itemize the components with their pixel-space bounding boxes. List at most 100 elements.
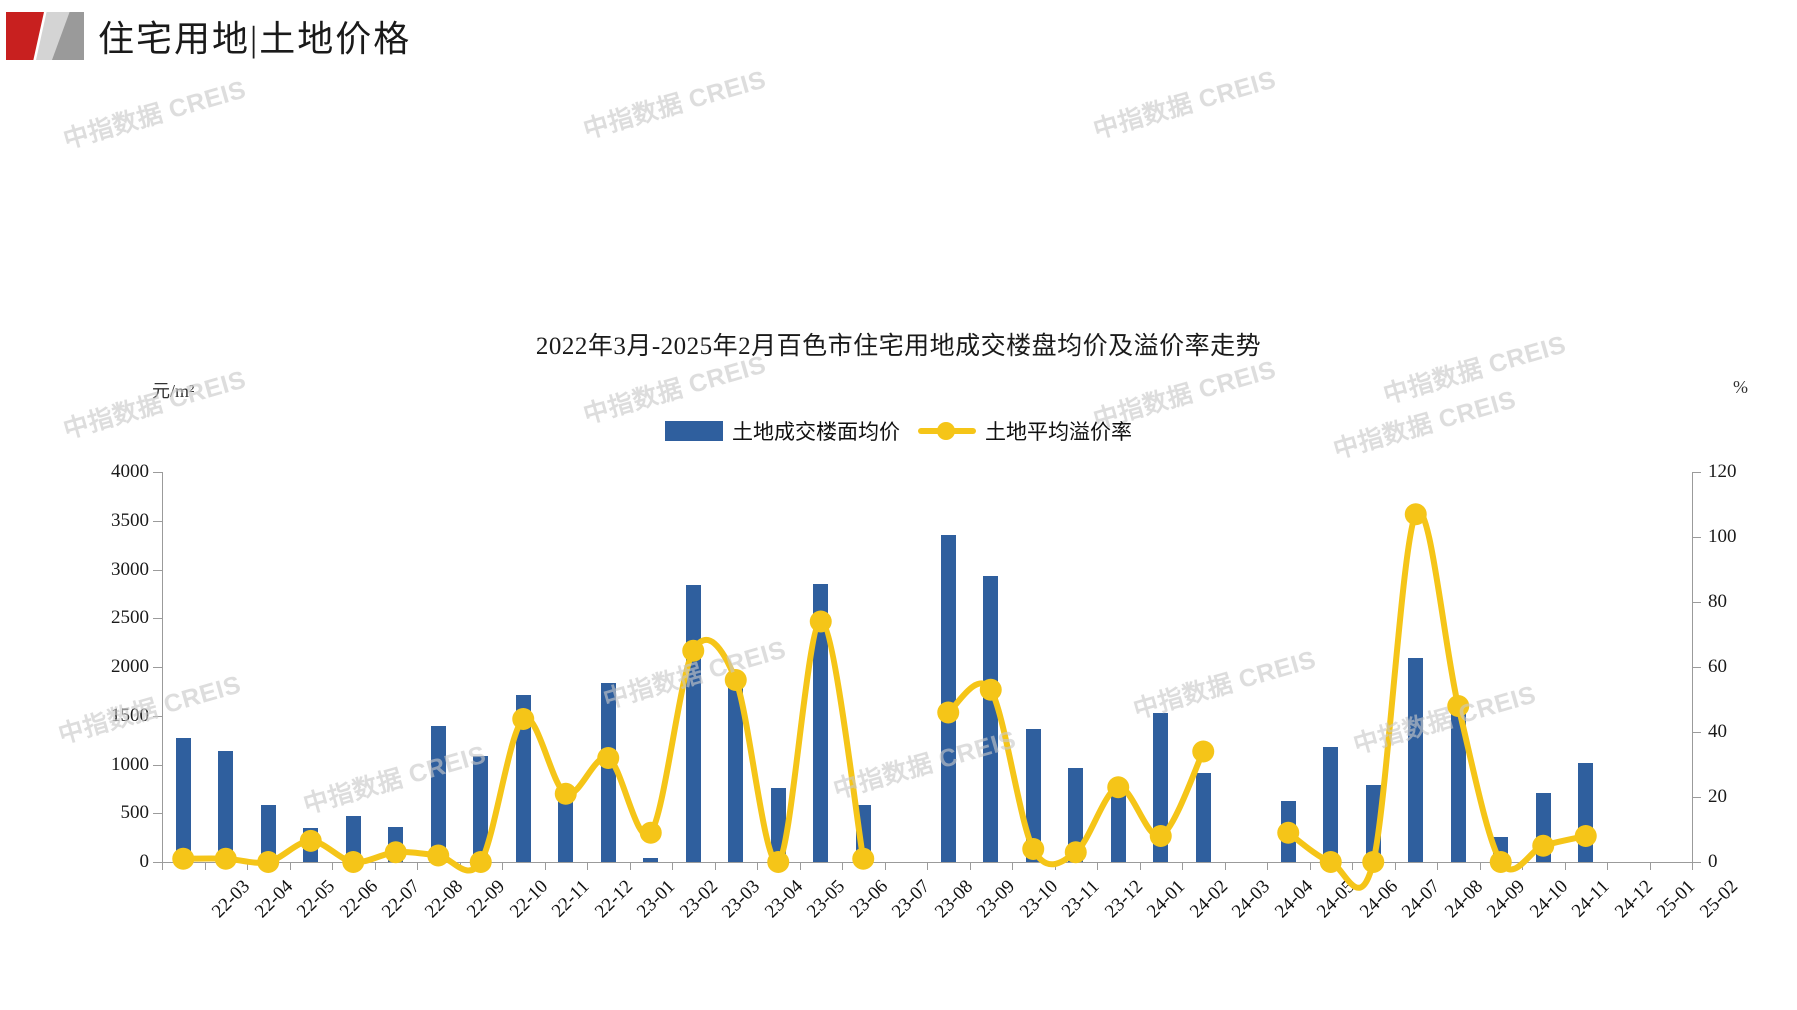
- y-axis-right-tick: [1692, 797, 1701, 798]
- y-axis-right-tick-label: 80: [1708, 591, 1727, 612]
- x-axis-label-25-01: 25-01: [1653, 876, 1700, 923]
- line-marker-22-12: 22-12: 21%: [554, 782, 577, 805]
- x-axis-tick: [204, 862, 206, 870]
- x-axis-tick: [884, 862, 886, 870]
- line-marker-24-05: 24-05: 9%: [1277, 821, 1300, 844]
- y-axis-left-tick: [153, 618, 162, 620]
- line-marker-23-11: 23-11: 4%: [1022, 838, 1045, 860]
- bar-22-12: [558, 797, 574, 862]
- y-axis-right-tick: [1692, 667, 1701, 668]
- y-axis-left-tick-label: 500: [120, 802, 150, 824]
- y-axis-left-tick-label: 3000: [111, 558, 149, 580]
- x-axis-tick: [1182, 862, 1183, 870]
- y-axis-right-tick: [1692, 732, 1701, 733]
- line-marker-23-02: 23-02: 9%: [639, 821, 662, 844]
- bar-22-09: [430, 726, 446, 862]
- page-title: 住宅用地|土地价格: [98, 19, 412, 59]
- legend-label-line: 土地平均溢价率: [985, 420, 1132, 444]
- x-axis-tick: [374, 862, 376, 870]
- x-axis-label-22-03: 22-03: [208, 876, 255, 923]
- y-axis-left-tick: [153, 862, 162, 863]
- y-axis-right-tick-label: 0: [1708, 851, 1718, 872]
- line-marker-23-07: 23-07: 1%: [852, 847, 875, 870]
- x-axis-tick: [162, 862, 163, 870]
- x-axis-tick: [544, 862, 546, 870]
- line-path: [180, 618, 867, 874]
- x-axis-tick: [1607, 862, 1608, 870]
- chart-legend: 土地成交楼面均价 土地平均溢价率: [0, 416, 1797, 446]
- line-marker-22-05: 22-05: 0%: [257, 851, 280, 873]
- line-marker-23-04: 23-04: 56%: [724, 669, 747, 691]
- x-axis-label-23-08: 23-08: [930, 876, 977, 923]
- bar-23-10: [983, 576, 999, 862]
- y-axis-left-tick-label: 0: [139, 851, 150, 872]
- x-axis-tick: [417, 862, 418, 870]
- line-series-layer: 22-03: 1% 22-04: 1% 22-05: 0% 22-06: 6.5% 22…: [172, 503, 1597, 891]
- x-axis-tick: [714, 862, 716, 870]
- line-marker-24-01: 24-01: 23%: [1107, 776, 1130, 799]
- y-axis-right-tick-label: 20: [1708, 786, 1727, 807]
- plot-inner: 0 500 1000 1500 2000 2500 3000 3500 4000 0 20 40 60 8…: [111, 461, 1742, 922]
- x-axis-tick: [332, 862, 333, 870]
- x-axis-label-22-10: 22-10: [505, 876, 552, 923]
- x-axis-tick: [587, 862, 588, 870]
- x-axis-label-23-05: 23-05: [803, 876, 850, 923]
- x-axis-label-23-02: 23-02: [675, 876, 722, 923]
- page-header: 住宅用地|土地价格: [0, 0, 1797, 72]
- x-axis-tick: [1267, 862, 1268, 870]
- x-axis-label-24-03: 24-03: [1228, 876, 1275, 923]
- y-axis-right-tick: [1692, 472, 1701, 473]
- y-axis-right-tick: [1692, 537, 1701, 538]
- x-axis-tick: [1097, 862, 1098, 870]
- x-axis-label-23-07: 23-07: [888, 876, 935, 923]
- line-marker-24-03: 24-03: 34%: [1192, 740, 1215, 763]
- x-axis-label-23-04: 23-04: [760, 876, 807, 923]
- x-axis-label-24-02: 24-02: [1185, 876, 1232, 923]
- y-axis-unit-right: %: [1733, 377, 1748, 397]
- x-axis-label-24-01: 24-01: [1143, 876, 1190, 923]
- line-marker-23-01: 23-01: 32%: [597, 747, 620, 769]
- x-axis-tick: [1437, 862, 1438, 870]
- x-axis-tick: [1352, 862, 1353, 870]
- x-axis-label-22-05: 22-05: [293, 876, 340, 923]
- x-axis-tick: [1649, 862, 1651, 870]
- legend-label-bar: 土地成交楼面均价: [732, 420, 900, 444]
- y-axis-left-tick: [153, 667, 162, 668]
- x-axis-label-22-07: 22-07: [378, 876, 425, 923]
- x-axis-label-23-09: 23-09: [973, 876, 1020, 923]
- line-marker-22-04: 22-04: 1%: [214, 847, 237, 870]
- line-marker-24-12: 24-12: 8%: [1574, 825, 1597, 847]
- x-axis-label-22-09: 22-09: [463, 876, 510, 923]
- bar-22-03: [175, 737, 191, 862]
- x-axis-label-24-09: 24-09: [1483, 876, 1530, 923]
- line-marker-23-10: 23-10: 53%: [979, 678, 1002, 701]
- x-axis-label-22-12: 22-12: [590, 876, 637, 923]
- x-axis-tick: [1309, 862, 1311, 870]
- x-axis-label-22-04: 22-04: [250, 876, 297, 923]
- line-marker-23-09: 23-09: 46%: [937, 701, 960, 724]
- y-axis-unit-left: 元/m²: [152, 381, 195, 401]
- line-marker-23-06: 23-06: 74%: [809, 610, 832, 633]
- x-axis-label-24-07: 24-07: [1398, 876, 1445, 923]
- x-axis-tick: [289, 862, 291, 870]
- x-axis-label-24-10: 24-10: [1525, 876, 1572, 923]
- line-marker-22-09: 22-09: 2%: [427, 844, 450, 867]
- y-axis-right-tick-label: 60: [1708, 656, 1727, 677]
- line-marker-22-06: 22-06: 6.5%: [299, 829, 322, 852]
- y-axis-left-tick: [153, 520, 162, 522]
- x-axis-label-25-02: 25-02: [1695, 876, 1742, 923]
- bar-22-05: [260, 805, 276, 862]
- line-path: [1285, 508, 1589, 891]
- y-axis-left-line: [162, 472, 163, 862]
- x-axis-tick: [799, 862, 801, 870]
- x-axis-label-24-08: 24-08: [1440, 876, 1487, 923]
- x-axis-tick: [842, 862, 843, 870]
- bar-22-10: [473, 756, 489, 862]
- bar-23-01: [600, 683, 616, 862]
- y-axis-left-tick: [153, 764, 162, 766]
- bar-23-11: [1025, 729, 1041, 862]
- x-axis-label-23-01: 23-01: [633, 876, 680, 923]
- x-axis-label-23-06: 23-06: [845, 876, 892, 923]
- line-marker-24-10: 24-10: 0%: [1489, 851, 1512, 873]
